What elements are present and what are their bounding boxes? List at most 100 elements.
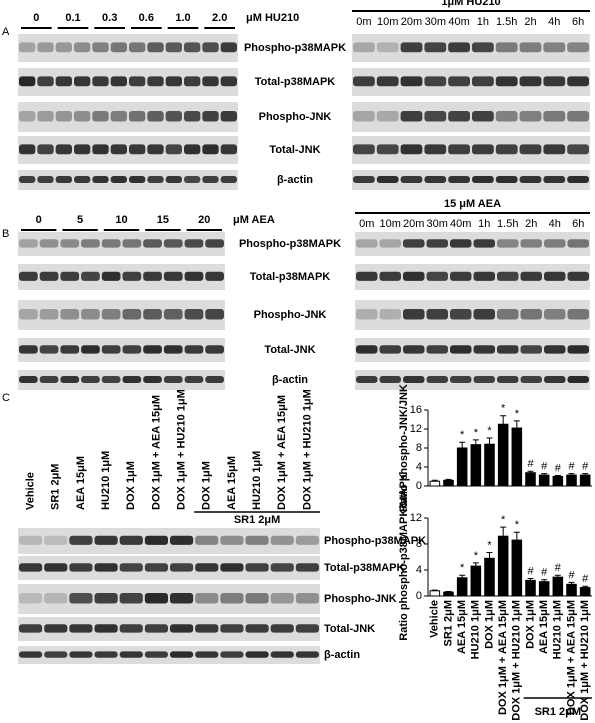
significance-mark: *: [487, 425, 492, 437]
band: [567, 345, 589, 354]
blot: [18, 232, 225, 256]
band: [122, 309, 142, 320]
band: [497, 271, 519, 281]
error-bar: [554, 475, 561, 477]
lane-label: DOX 1μM + HU210 1μM: [301, 389, 313, 510]
band: [220, 42, 237, 53]
band: [143, 239, 162, 248]
band: [472, 176, 494, 183]
band: [379, 239, 401, 248]
y-tick-label: 16: [410, 404, 422, 416]
band: [270, 563, 294, 572]
band: [473, 376, 495, 383]
band-label: β-actin: [272, 374, 308, 386]
band: [270, 651, 294, 658]
band: [37, 176, 54, 183]
group-label: SR1 2μM: [535, 706, 581, 718]
significance-mark: #: [582, 573, 589, 585]
band: [356, 376, 378, 383]
band: [184, 76, 201, 87]
band: [60, 345, 80, 354]
band: [245, 593, 269, 604]
band: [205, 271, 224, 281]
band: [55, 176, 72, 183]
band: [184, 111, 201, 122]
band: [295, 651, 319, 658]
band: [544, 345, 566, 354]
band: [19, 376, 38, 383]
band: [81, 239, 100, 248]
band: [144, 535, 168, 545]
band: [543, 42, 566, 53]
band: [543, 144, 566, 155]
blot-background: [18, 34, 238, 62]
band: [147, 111, 164, 122]
error-bar: [582, 473, 589, 476]
band: [448, 111, 470, 122]
band: [220, 111, 237, 122]
band-label: Total-JNK: [264, 344, 315, 356]
blot: [18, 338, 225, 362]
band: [165, 111, 182, 122]
band: [163, 376, 183, 383]
bar: [429, 480, 441, 487]
band: [448, 42, 470, 53]
band: [170, 563, 194, 572]
bar: [579, 587, 591, 597]
significance-mark: *: [460, 562, 465, 574]
blot-background: [352, 170, 590, 190]
band: [543, 176, 566, 183]
band: [270, 593, 294, 604]
error-bar: [582, 585, 589, 588]
band: [129, 76, 146, 87]
band: [119, 624, 143, 633]
band: [519, 42, 542, 53]
band-label: Total-p38MAPK: [250, 271, 331, 283]
band: [119, 593, 143, 604]
band: [472, 76, 494, 87]
time-label: 30m: [425, 16, 446, 28]
blot: [18, 370, 225, 390]
band: [39, 376, 59, 383]
band: [403, 271, 425, 281]
band: [520, 376, 542, 383]
band: [143, 309, 162, 320]
band: [400, 42, 423, 53]
band: [520, 239, 542, 248]
time-label: 40m: [448, 16, 469, 28]
band: [129, 144, 146, 155]
band: [567, 271, 589, 281]
band: [544, 376, 566, 383]
error-bar: [500, 415, 507, 425]
band: [122, 345, 142, 354]
band: [205, 376, 224, 383]
band: [567, 376, 589, 383]
band: [497, 309, 519, 320]
error-bar: [554, 574, 561, 578]
band: [245, 624, 269, 633]
band: [170, 651, 194, 658]
blot-background: [18, 170, 238, 190]
band: [379, 345, 401, 354]
bar: [443, 591, 454, 597]
band: [147, 176, 164, 183]
band: [400, 144, 423, 155]
blot: [18, 264, 225, 290]
dose-label: 0: [36, 214, 42, 226]
band: [202, 176, 219, 183]
band-label: Phospho-JNK: [259, 111, 332, 123]
band: [220, 651, 244, 658]
band: [165, 144, 182, 155]
band: [69, 563, 93, 572]
y-tick-label: 12: [410, 423, 422, 435]
band-label: β-actin: [277, 174, 313, 186]
band: [143, 271, 162, 281]
bar: [525, 472, 536, 487]
time-label: 0m: [356, 16, 371, 28]
band: [144, 563, 168, 572]
error-bar: [445, 590, 452, 593]
band: [400, 111, 423, 122]
band: [184, 42, 201, 53]
error-bar: [459, 441, 466, 448]
y-tick-label: 4: [416, 461, 422, 473]
